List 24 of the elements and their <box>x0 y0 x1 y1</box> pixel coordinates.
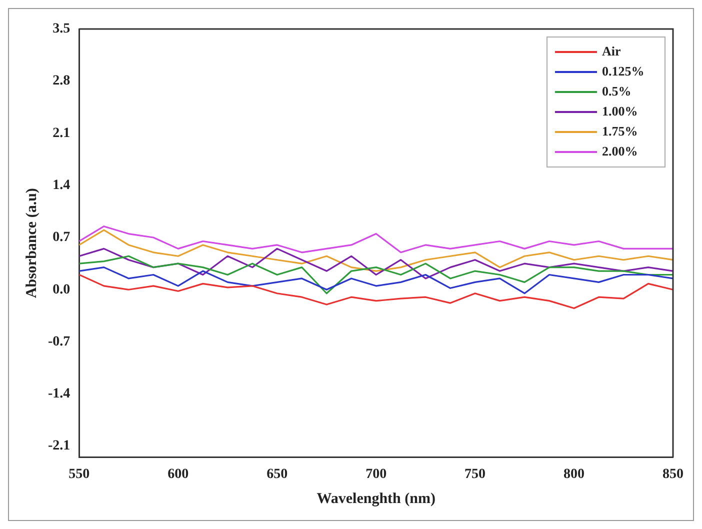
legend-label: Air <box>602 43 621 58</box>
x-tick-label: 750 <box>464 467 486 482</box>
x-tick-label: 550 <box>68 467 90 482</box>
legend-label: 1.00% <box>602 103 638 118</box>
y-tick-label: 0.0 <box>52 282 70 298</box>
y-tick-label: -2.1 <box>48 438 70 454</box>
y-tick-label: 2.8 <box>52 74 70 89</box>
x-tick-label: 650 <box>266 467 288 482</box>
legend-label: 1.75% <box>602 123 638 138</box>
y-tick-label: 1.4 <box>52 178 70 193</box>
legend-label: 2.00% <box>602 143 638 158</box>
x-tick-label: 850 <box>662 467 684 482</box>
x-axis-title: Wavelenghth (nm) <box>316 490 436 507</box>
y-tick-label: -1.4 <box>48 386 70 402</box>
y-axis-title: Absorbance (a.u) <box>24 188 40 298</box>
legend-label: 0.5% <box>602 83 632 98</box>
legend-label: 0.125% <box>602 63 644 78</box>
y-tick-label: 0.7 <box>52 230 70 246</box>
x-tick-label: 600 <box>168 467 189 482</box>
x-tick-label: 700 <box>366 467 387 482</box>
y-tick-label: -0.7 <box>48 334 70 350</box>
y-tick-label: 2.1 <box>52 126 70 141</box>
y-tick-label: 3.5 <box>52 22 70 37</box>
x-tick-label: 800 <box>564 467 585 482</box>
